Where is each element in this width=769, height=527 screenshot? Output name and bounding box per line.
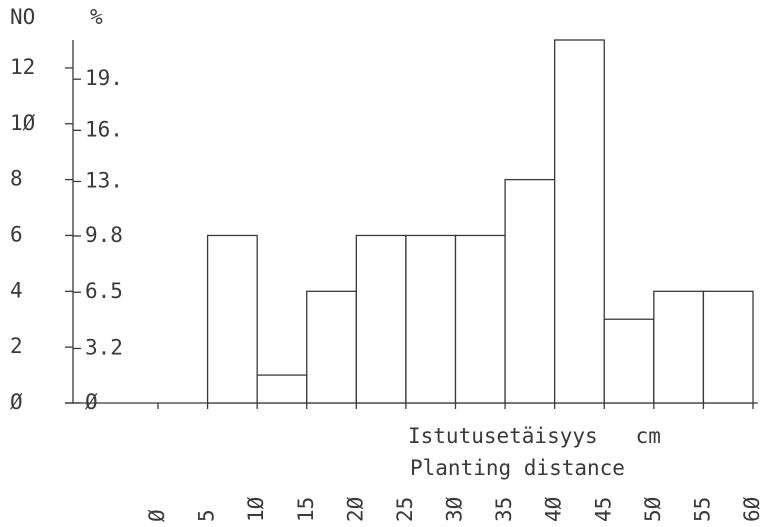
- y-axis-label: NO: [10, 5, 35, 29]
- bar: [554, 39, 605, 404]
- bar: [256, 374, 308, 404]
- y-tick-label: 4: [10, 278, 23, 302]
- y2-tick-label: 13.: [85, 168, 123, 192]
- x-axis-label: Istutusetäisyys cm: [408, 424, 661, 448]
- y2-axis-label: %: [90, 5, 103, 29]
- y-tick-label: 8: [10, 167, 23, 191]
- x-tick-label: 5Ø: [641, 496, 665, 522]
- x-tick-label: 35: [492, 497, 516, 522]
- bar: [653, 290, 705, 404]
- x-tick-label: 2Ø: [343, 496, 367, 522]
- x-tick-label: 3Ø: [443, 496, 467, 522]
- x-tick-label: 1Ø: [244, 496, 268, 522]
- x-tick-label: 6Ø: [740, 496, 764, 522]
- x-tick-label: 45: [591, 497, 615, 522]
- y2-tick-label: 3.2: [85, 335, 123, 359]
- x-tick-label: 55: [690, 497, 714, 522]
- bar: [454, 234, 506, 404]
- x-tick-label: 25: [393, 497, 417, 522]
- y2-tick-label: 6.5: [85, 279, 123, 303]
- bar: [603, 318, 655, 404]
- bar: [405, 234, 457, 404]
- bar: [206, 234, 258, 404]
- x-tick-label: 15: [294, 497, 318, 522]
- y-tick-label: 2: [10, 334, 23, 358]
- bar: [355, 234, 407, 404]
- y-tick-label: 1Ø: [10, 111, 36, 135]
- y2-tick-label: 9.8: [85, 223, 123, 247]
- y2-tick-label: 16.: [85, 117, 123, 141]
- x-tick-label: 4Ø: [542, 496, 566, 522]
- x-axis-label-english: Planting distance: [410, 456, 625, 480]
- y2-tick-label: Ø: [85, 390, 98, 414]
- bar: [702, 290, 754, 404]
- y-tick-label: Ø: [10, 390, 23, 414]
- y-tick-label: 12: [10, 55, 35, 79]
- x-tick-label: Ø: [145, 509, 169, 522]
- bar: [306, 290, 357, 404]
- y-tick-label: 6: [10, 222, 23, 246]
- y2-tick-label: 19.: [85, 66, 123, 90]
- bar: [504, 178, 556, 404]
- x-tick-label: 5: [195, 509, 219, 522]
